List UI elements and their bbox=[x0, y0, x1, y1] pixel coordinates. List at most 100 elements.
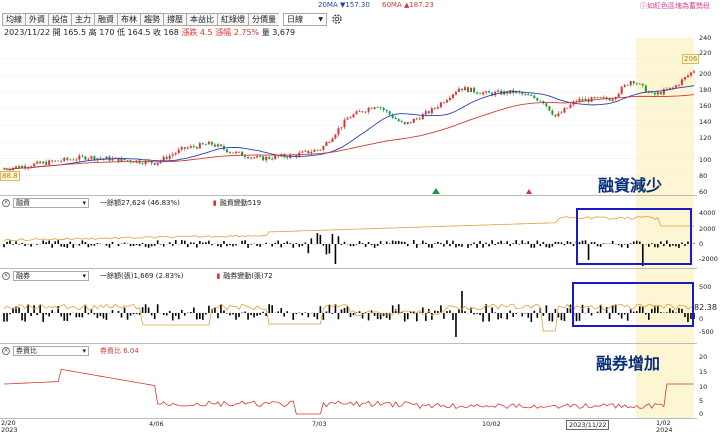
short-change-bar bbox=[156, 304, 159, 313]
short-change-bar bbox=[223, 310, 225, 313]
short-change-bar bbox=[96, 313, 99, 318]
margin-pane-header: × 融資 ▾ 一餘額27,624 (46.83%) ▮ 融資變動519 bbox=[2, 197, 261, 208]
x-label: 7/03 bbox=[312, 420, 327, 428]
candle-body bbox=[599, 97, 602, 99]
short-change-bar bbox=[150, 313, 153, 316]
close-icon[interactable]: × bbox=[2, 346, 10, 355]
tab-support[interactable]: 撐壓 bbox=[163, 12, 186, 26]
gear-icon[interactable] bbox=[331, 13, 343, 25]
short-change-bar bbox=[141, 307, 144, 313]
short-change-bar bbox=[355, 312, 358, 313]
margin-change-bar bbox=[593, 242, 596, 244]
margin-change-bar bbox=[681, 242, 683, 244]
tab-main[interactable]: 主力 bbox=[71, 12, 94, 26]
short-change-bar bbox=[578, 313, 581, 321]
quote-open: 開 165.5 bbox=[52, 28, 87, 37]
margin-change-bar bbox=[205, 242, 207, 244]
tab-trend[interactable]: 趨勢 bbox=[140, 12, 163, 26]
short-change-bar bbox=[138, 313, 141, 315]
margin-change-bar bbox=[509, 244, 512, 246]
ratio-select[interactable]: 券資比 ▾ bbox=[13, 345, 89, 356]
short-change-bar bbox=[512, 313, 515, 318]
tab-trust[interactable]: 投信 bbox=[48, 12, 71, 26]
short-change-bar bbox=[648, 313, 650, 320]
y-tick: 20 bbox=[699, 353, 708, 361]
tab-bollinger[interactable]: 布林 bbox=[117, 12, 140, 26]
short-change-bar bbox=[635, 311, 638, 313]
margin-change-bar bbox=[458, 244, 460, 247]
close-icon[interactable]: × bbox=[2, 198, 10, 207]
margin-change-bar bbox=[349, 244, 352, 247]
ma20-line bbox=[3, 85, 695, 170]
margin-change-bar bbox=[69, 241, 72, 244]
tab-margin[interactable]: 融資 bbox=[94, 12, 117, 26]
short-change-bar bbox=[412, 311, 415, 313]
price-y-axis: 240 220 200 180 160 140 120 100 80 60 bbox=[697, 30, 720, 196]
candle-body bbox=[54, 160, 57, 162]
quote-line: 2023/11/22 開 165.5 高 170 低 164.5 收 168 漲… bbox=[4, 27, 295, 38]
margin-annotation: 融資減少 bbox=[598, 176, 663, 195]
candle-body bbox=[132, 161, 135, 163]
tab-traffic[interactable]: 紅綠燈 bbox=[217, 12, 248, 26]
short-change-bar bbox=[123, 307, 126, 313]
tab-foreign[interactable]: 外資 bbox=[25, 12, 48, 26]
margin-change-bar bbox=[259, 244, 261, 247]
candle-body bbox=[147, 160, 150, 162]
short-change-bar bbox=[581, 304, 584, 313]
margin-change-bar bbox=[500, 240, 502, 244]
candle-body bbox=[78, 155, 81, 160]
short-change-bar bbox=[78, 313, 81, 318]
candle-body bbox=[165, 156, 168, 160]
short-select-value: 融券 bbox=[16, 271, 30, 280]
margin-change-bar bbox=[280, 244, 283, 248]
tab-volume-price[interactable]: 分價量 bbox=[248, 12, 279, 26]
candle-body bbox=[141, 163, 144, 165]
candle-body bbox=[331, 138, 334, 142]
margin-select[interactable]: 融資 ▾ bbox=[13, 197, 89, 208]
short-legend-balance: 一餘額(張)1,669 (2.83%) bbox=[100, 271, 184, 280]
short-change-bar bbox=[235, 313, 237, 320]
hint-legend[interactable]: ⓘ如紅色區塊為蓄勢段 bbox=[640, 1, 710, 11]
candle-body bbox=[668, 87, 671, 90]
candle-body bbox=[596, 97, 599, 99]
candle-body bbox=[225, 149, 228, 153]
candle-body bbox=[238, 151, 241, 153]
short-change-bar bbox=[385, 313, 388, 318]
margin-change-bar bbox=[211, 244, 213, 246]
margin-change-bar bbox=[72, 244, 75, 248]
period-select[interactable]: 日線 ▼ bbox=[283, 12, 327, 26]
ratio-pane: × 券資比 ▾ 券資比 6.04 bbox=[0, 343, 697, 418]
margin-change-bar bbox=[63, 244, 66, 248]
short-change-bar bbox=[229, 313, 231, 316]
tab-pe[interactable]: 本益比 bbox=[186, 12, 217, 26]
short-change-bar bbox=[349, 313, 352, 318]
candle-body bbox=[479, 93, 482, 95]
candle-body bbox=[231, 152, 234, 154]
margin-change-bar bbox=[443, 244, 445, 247]
short-select[interactable]: 融券 ▾ bbox=[13, 270, 89, 281]
candle-body bbox=[304, 150, 307, 152]
candle-body bbox=[219, 144, 222, 147]
tab-ma[interactable]: 均線 bbox=[2, 12, 25, 26]
margin-change-bar bbox=[337, 236, 340, 244]
candle-body bbox=[680, 79, 683, 85]
margin-change-bar bbox=[497, 242, 499, 244]
candle-body bbox=[554, 114, 557, 117]
short-change-bar bbox=[171, 313, 174, 321]
short-change-bar bbox=[443, 313, 445, 319]
y-tick: 180 bbox=[699, 86, 712, 94]
short-change-bar bbox=[63, 313, 66, 321]
short-change-bar bbox=[153, 313, 156, 320]
close-icon[interactable]: × bbox=[2, 271, 10, 280]
candle-body bbox=[485, 91, 488, 93]
candle-body bbox=[271, 158, 274, 160]
margin-change-bar bbox=[394, 241, 397, 244]
margin-change-bar bbox=[199, 240, 201, 244]
margin-change-bar bbox=[638, 241, 641, 244]
margin-change-bar bbox=[385, 241, 388, 244]
margin-change-bar bbox=[455, 244, 457, 248]
candle-body bbox=[545, 103, 548, 107]
candle-body bbox=[488, 91, 491, 93]
short-change-bar bbox=[45, 313, 47, 315]
short-change-bar bbox=[666, 312, 668, 313]
